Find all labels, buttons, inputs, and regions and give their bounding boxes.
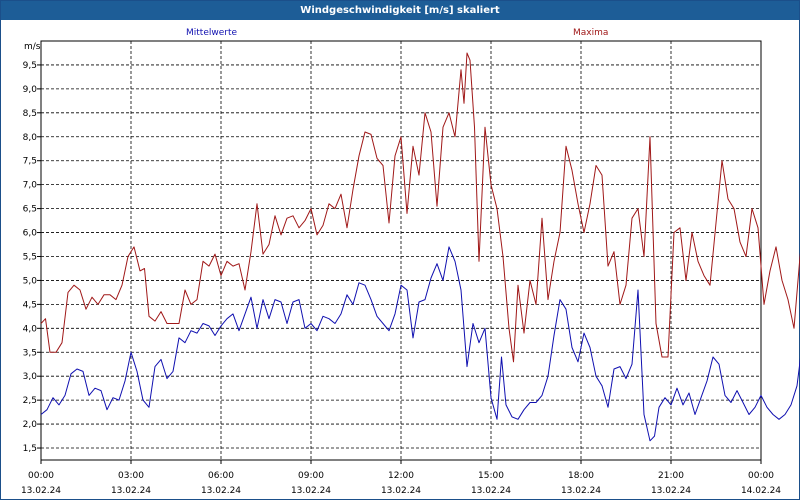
y-tick-label: 3,5	[23, 348, 37, 358]
x-tick-time: 15:00	[478, 471, 504, 481]
y-tick-label: 3,0	[23, 372, 38, 382]
x-tick-date: 13.02.24	[381, 486, 421, 496]
series-line-maxima	[40, 52, 800, 363]
series-lines	[40, 52, 800, 442]
x-tick-time: 12:00	[388, 471, 414, 481]
x-tick-date: 13.02.24	[651, 486, 691, 496]
x-tick-time: 00:00	[748, 471, 774, 481]
y-tick-label: 9,0	[23, 85, 38, 95]
x-axis-ticks: 00:00 13.02.24 03:00 13.02.24 06:00 13.02.24 0…	[21, 460, 781, 496]
y-tick-label: 7,0	[23, 181, 38, 191]
y-tick-label: 4,0	[23, 324, 38, 334]
grid	[41, 41, 761, 460]
x-tick-time: 00:00	[28, 471, 54, 481]
x-tick-time: 03:00	[118, 471, 144, 481]
x-tick-date: 13.02.24	[201, 486, 241, 496]
y-tick-label: 5,0	[23, 276, 38, 286]
y-tick-label: 7,5	[23, 157, 37, 167]
x-tick-time: 09:00	[298, 471, 324, 481]
y-tick-label: 1,5	[23, 444, 37, 454]
y-tick-label: 6,0	[23, 229, 38, 239]
y-tick-label: 2,5	[23, 396, 37, 406]
legend-mittelwerte: Mittelwerte	[186, 28, 237, 38]
y-tick-label: 8,0	[23, 133, 38, 143]
y-tick-label: 5,5	[23, 252, 37, 262]
x-tick-time: 06:00	[208, 471, 234, 481]
y-axis-label: m/s	[24, 42, 41, 52]
x-tick-date: 13.02.24	[111, 486, 151, 496]
y-tick-label: 2,0	[23, 420, 38, 430]
legend-maxima: Maxima	[573, 28, 608, 38]
x-tick-time: 18:00	[568, 471, 594, 481]
window-title: Windgeschwindigkeit [m/s] skaliert	[1, 1, 799, 20]
x-tick-date: 13.02.24	[471, 486, 511, 496]
x-tick-date: 13.02.24	[291, 486, 331, 496]
y-tick-label: 6,5	[23, 205, 37, 215]
x-tick-date: 13.02.24	[561, 486, 601, 496]
x-tick-time: 21:00	[658, 471, 684, 481]
y-axis-ticks: 1,5 2,0 2,5 3,0 3,5 4,0 4,5 5,0 5,5 6,0 6,5 7,0 7,5 8…	[23, 61, 41, 454]
y-tick-label: 8,5	[23, 109, 37, 119]
y-tick-label: 4,5	[23, 300, 37, 310]
x-tick-date: 13.02.24	[21, 486, 61, 496]
series-line-mittelwerte	[40, 246, 800, 442]
y-tick-label: 9,5	[23, 61, 37, 71]
x-tick-date: 14.02.24	[741, 486, 781, 496]
